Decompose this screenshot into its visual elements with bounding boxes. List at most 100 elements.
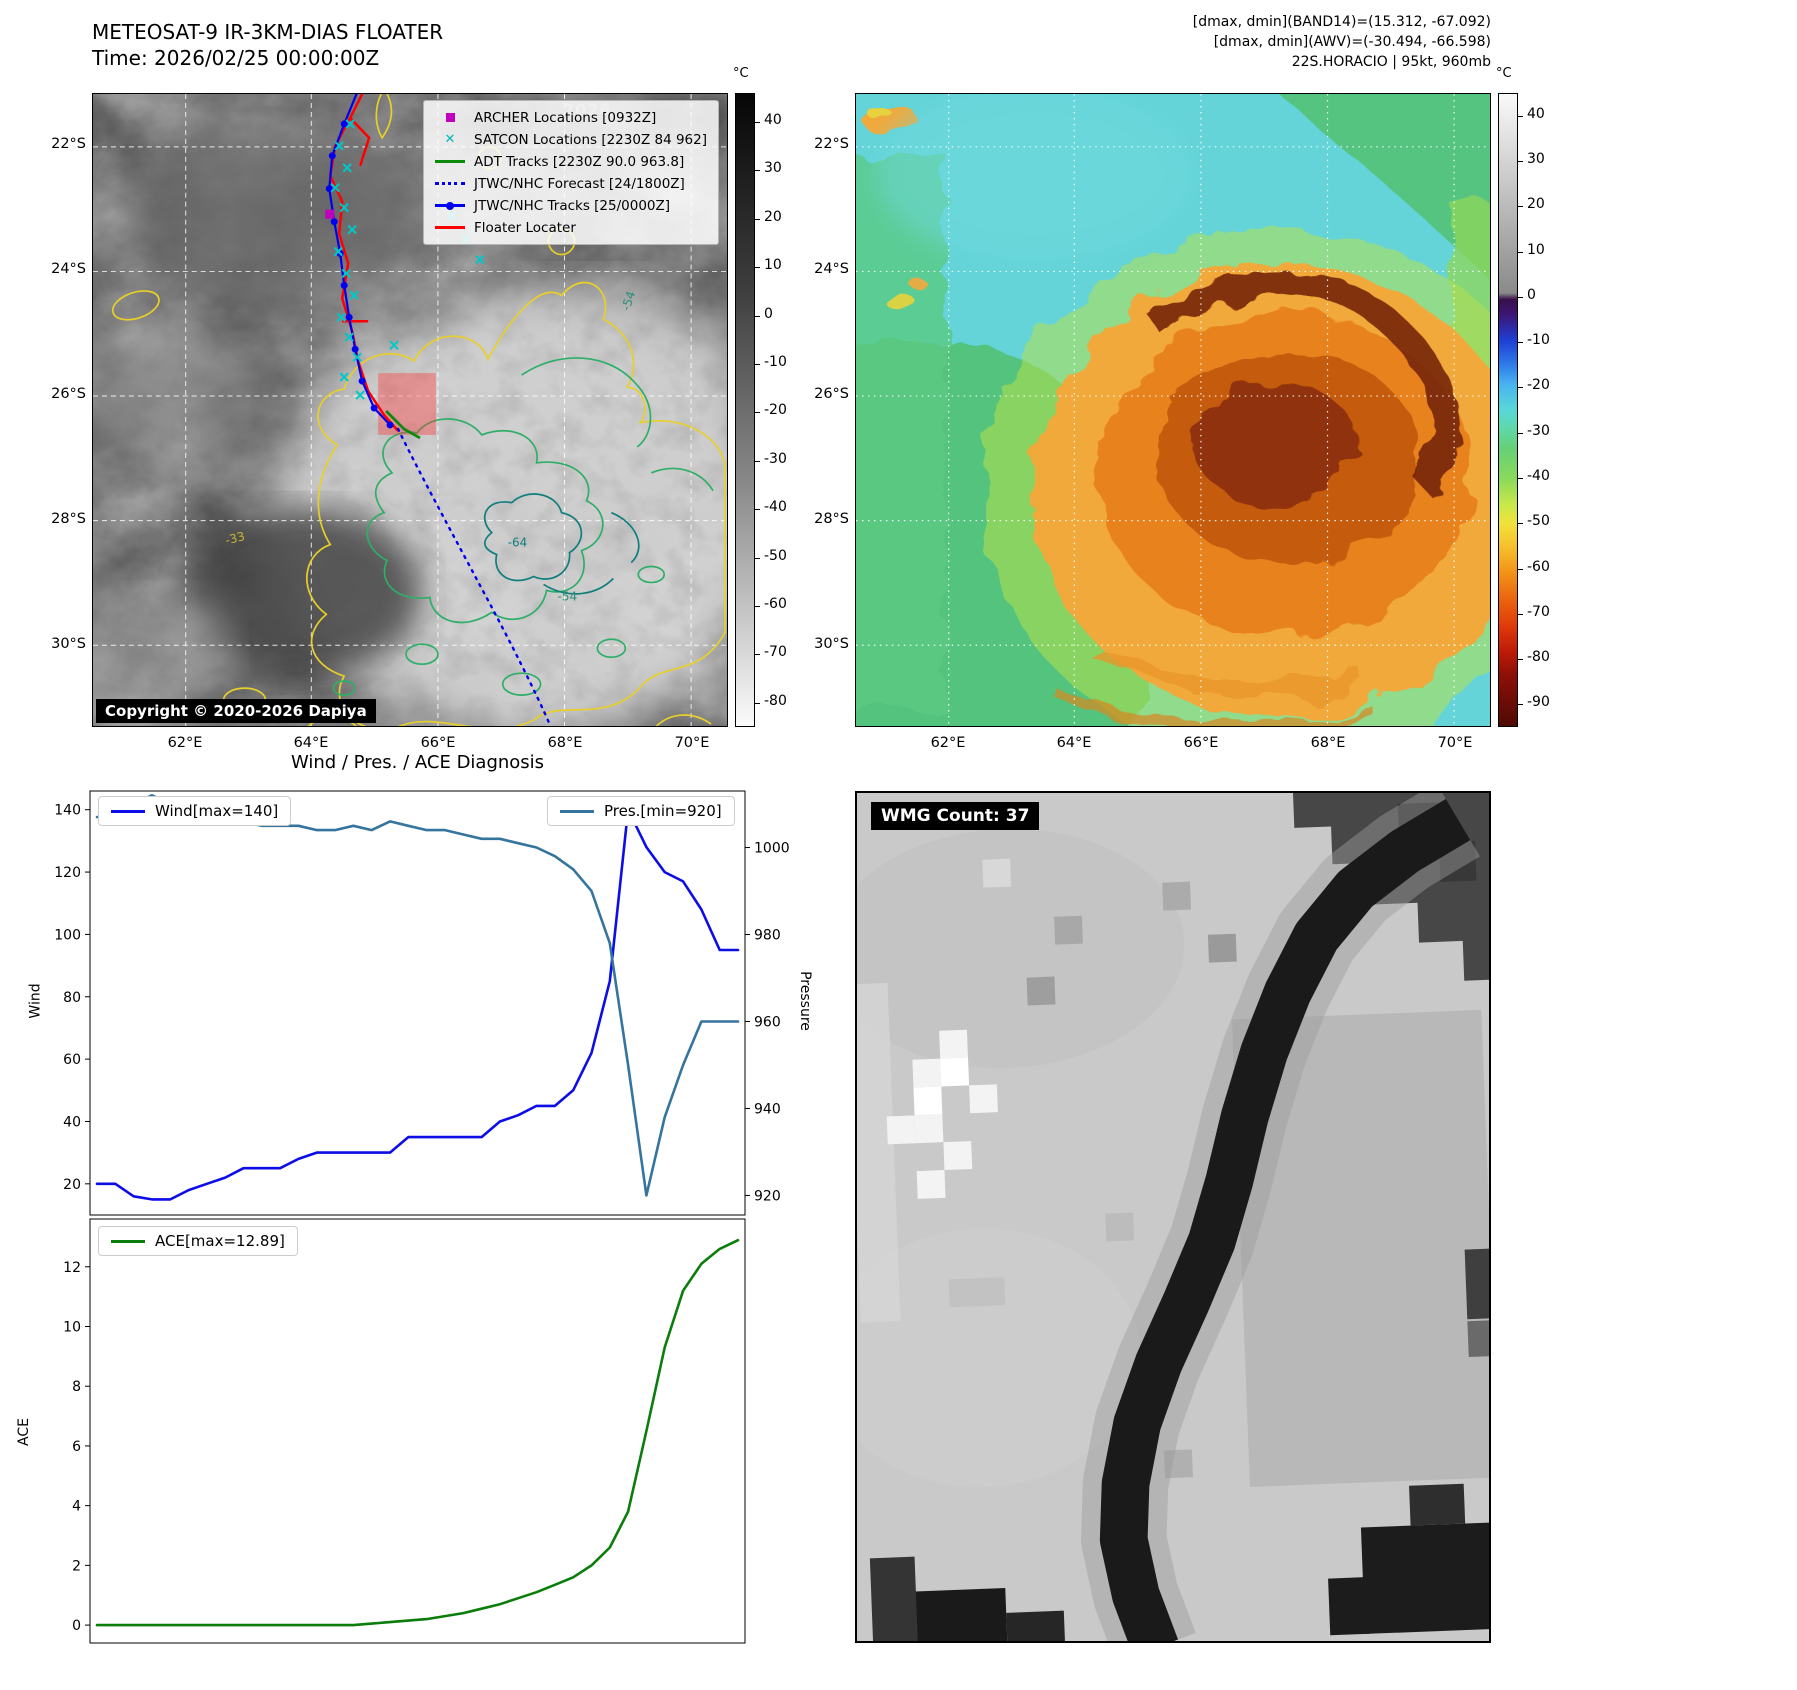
wind-pressure-chart: 20 40 60 80 100 120 140 920 940 960 980 1000 — [54, 790, 790, 1216]
legend-item-adt: ADT Tracks [2230Z 90.0 963.8] — [435, 152, 707, 171]
enhanced-colorbar: 40 30 20 10 0 -10 -20 -30 -40 -50 -60 -70 -80 -90 — [1498, 93, 1550, 727]
colorbar-unit: °C — [733, 66, 749, 81]
y-tick-label: 140 — [54, 803, 81, 819]
enhanced-header: [dmax, dmin](BAND14)=(15.312, -67.092) [… — [900, 12, 1491, 72]
colorbar-tick-label: 20 — [1527, 196, 1545, 213]
lat-tick-label: 30°S — [51, 636, 86, 652]
colorbar-tick — [755, 412, 760, 414]
y-tick-label: 4 — [72, 1499, 81, 1515]
enhanced-colorbar-gradient — [1498, 93, 1518, 727]
colorbar-tick-label: 40 — [1527, 105, 1545, 122]
ace-chart: 0 2 4 6 8 10 12 — [63, 1218, 746, 1644]
colorbar-tick — [1518, 659, 1523, 661]
contour-label: -54 — [558, 589, 578, 603]
pressure-line-sample — [560, 809, 594, 813]
colorbar-tick-label: -40 — [1527, 467, 1550, 484]
colorbar-tick-label: -70 — [1527, 603, 1550, 620]
legend-label: ADT Tracks [2230Z 90.0 963.8] — [474, 153, 685, 170]
ir-colorbar-gradient — [735, 93, 755, 727]
jtwc-forecast-dotted-line — [396, 427, 551, 726]
colorbar-tick — [755, 170, 760, 172]
legend-label: ARCHER Locations [0932Z] — [474, 109, 657, 126]
archer-marker — [325, 209, 335, 219]
colorbar-tick-label: 30 — [1527, 150, 1545, 167]
legend-item-satcon: SATCON Locations [2230Z 84 962] — [435, 130, 707, 149]
lon-tick-label: 62°E — [167, 735, 203, 751]
colorbar-tick — [755, 509, 760, 511]
y-tick-label: 60 — [63, 1052, 81, 1068]
cold-cloud-haze — [875, 94, 1195, 264]
colorbar-tick-label: -50 — [1527, 513, 1550, 530]
contour-label: -54 — [619, 289, 638, 312]
colorbar-tick-label: 0 — [1527, 286, 1536, 303]
wmg-image-panel: WMG Count: 37 — [855, 791, 1491, 1643]
band14-range-text: [dmax, dmin](BAND14)=(15.312, -67.092) — [1192, 14, 1491, 30]
legend-item-jtwc-tracks: JTWC/NHC Tracks [25/0000Z] — [435, 196, 707, 215]
y-tick-label: 12 — [63, 1260, 81, 1276]
archer-marker-icon — [435, 113, 465, 122]
colorbar-tick — [755, 557, 760, 559]
y-tick-label: 40 — [63, 1114, 81, 1130]
lon-tick-label: 62°E — [930, 735, 966, 751]
y-tick-label: 1000 — [754, 841, 790, 857]
line-circle-marker-icon — [435, 201, 465, 210]
bright-pixel-cluster — [886, 1029, 998, 1199]
legend-label: JTWC/NHC Tracks [25/0000Z] — [474, 197, 671, 214]
enhanced-ir-image — [856, 94, 1490, 726]
legend-label: SATCON Locations [2230Z 84 962] — [474, 131, 707, 148]
colorbar-tick — [755, 702, 760, 704]
y-tick-label: 960 — [754, 1014, 781, 1030]
colorbar-tick — [1518, 206, 1523, 208]
ace-legend: ACE[max=12.89] — [98, 1226, 298, 1256]
colorbar-tick — [755, 122, 760, 124]
storm-status-text: 22S.HORACIO | 95kt, 960mb — [1291, 54, 1491, 70]
y-tick-label: 980 — [754, 928, 781, 944]
colorbar-tick — [755, 218, 760, 220]
colorbar-tick-label: -50 — [764, 547, 787, 564]
awv-range-text: [dmax, dmin](AWV)=(-30.494, -66.598) — [1213, 34, 1491, 50]
colorbar-tick-label: -60 — [764, 596, 787, 612]
ir-floater-map: -54 -64 -54 -33 — [92, 93, 728, 727]
colorbar-tick — [1518, 568, 1523, 570]
ir-colorbar: 40 30 20 10 0 -10 -20 -30 -40 -50 -60 -70 -80 — [735, 93, 787, 727]
lon-tick-label: 64°E — [1056, 735, 1092, 751]
colorbar-tick-label: 30 — [764, 160, 782, 177]
colorbar-tick — [1518, 523, 1523, 525]
colorbar-unit: °C — [1496, 66, 1512, 81]
lat-tick-label: 28°S — [51, 511, 86, 527]
colorbar-tick — [1518, 704, 1523, 706]
legend-label: JTWC/NHC Forecast [24/1800Z] — [474, 175, 685, 192]
enhanced-ir-fields — [856, 94, 1490, 726]
y-tick-label: 100 — [54, 927, 81, 943]
storm-tracks — [325, 94, 551, 726]
y-tick-label: 0 — [72, 1618, 81, 1634]
legend-item-floater: Floater Locater — [435, 218, 707, 237]
colorbar-tick — [1518, 251, 1523, 253]
colorbar-tick — [1518, 115, 1523, 117]
pressure-legend: Pres.[min=920] — [547, 796, 735, 826]
y-tick-label: 2 — [72, 1558, 81, 1574]
lon-tick-label: 68°E — [1310, 735, 1346, 751]
wind-legend: Wind[max=140] — [98, 796, 292, 826]
colorbar-tick — [755, 364, 760, 366]
lon-tick-label: 70°E — [1437, 735, 1473, 751]
colorbar-tick-label: 10 — [764, 257, 782, 274]
ace-line-sample — [111, 1239, 145, 1243]
colorbar-tick-label: 40 — [764, 112, 782, 129]
lat-tick-label: 22°S — [814, 136, 849, 152]
ace-line — [95, 1238, 740, 1627]
lon-tick-label: 66°E — [1183, 735, 1219, 751]
y-tick-label: 80 — [63, 990, 81, 1006]
lat-tick-label: 24°S — [814, 261, 849, 277]
lon-tick-label: 70°E — [674, 735, 710, 751]
wmg-count-label: WMG Count: 37 — [871, 802, 1040, 830]
pressure-legend-label: Pres.[min=920] — [604, 802, 722, 820]
dotted-line-marker-icon — [435, 182, 465, 185]
legend-label: Floater Locater — [474, 219, 576, 236]
colorbar-tick-label: -70 — [764, 644, 787, 661]
plot-frame — [89, 790, 746, 1216]
ir-floater-title: METEOSAT-9 IR-3KM-DIAS FLOATER — [92, 20, 444, 44]
lat-tick-label: 30°S — [814, 636, 849, 652]
lon-tick-label: 68°E — [547, 735, 583, 751]
colorbar-tick — [755, 460, 760, 462]
